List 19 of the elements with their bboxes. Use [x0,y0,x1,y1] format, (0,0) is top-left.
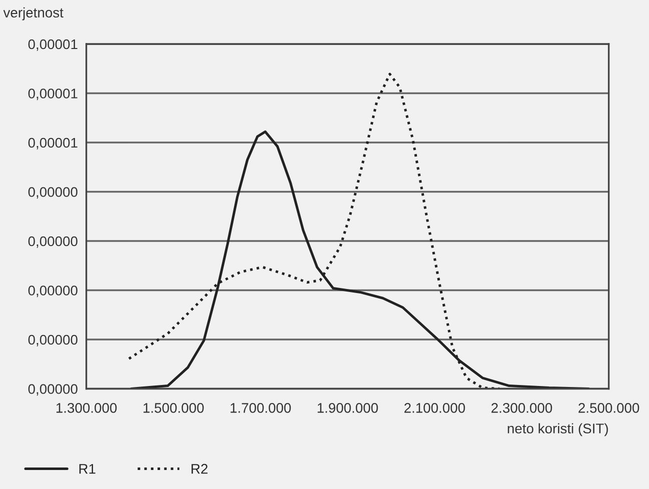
x-tick-label: 2.500.000 [578,403,640,413]
y-tick-label: 0,00001 [28,138,78,150]
x-tick-label: 2.100.000 [404,403,465,413]
x-tick-label: 1.900.000 [318,403,378,413]
y-tick-label: 0,00000 [28,187,78,199]
y-tick-label: 0,00001 [28,88,78,100]
x-tick-label: 1.700.000 [230,403,291,413]
x-axis-title: neto koristi (SIT) [508,423,608,436]
x-tick-label: 1.300.000 [56,403,117,413]
y-tick-label: 0,00000 [28,384,78,396]
y-tick-label: 0,00000 [28,236,78,248]
x-tick-label: 2.300.000 [491,403,552,413]
y-tick-label: 0,00000 [28,334,78,346]
y-tick-label: 0,00001 [28,39,78,51]
legend-label: R1 [79,464,96,474]
y-tick-label: 0,00000 [28,286,78,298]
x-tick-label: 1.500.000 [144,403,204,413]
y-axis-title: verjetnost [3,7,64,20]
legend-label: R2 [192,464,208,474]
